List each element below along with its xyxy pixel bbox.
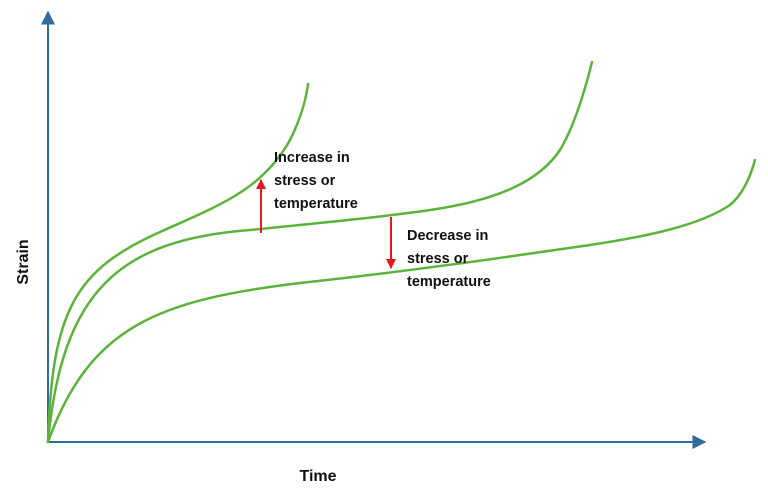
creep-curve-high	[46, 82, 310, 444]
creep-curve-middle	[46, 60, 594, 444]
decrease-annotation-line-3: temperature	[407, 274, 491, 290]
decrease-annotation-line-1: Decrease in	[407, 228, 488, 244]
x-axis-label: Time	[299, 468, 336, 485]
decrease-annotation-line-2: stress or	[407, 251, 469, 267]
decrease-annotation: Decrease in stress or temperature	[407, 228, 492, 290]
increase-annotation: Increase in stress or temperature	[274, 150, 358, 212]
increase-annotation-line-1: Increase in	[274, 150, 350, 166]
increase-annotation-line-2: stress or	[274, 173, 336, 189]
y-axis-label: Strain	[15, 239, 32, 284]
increase-annotation-line-3: temperature	[274, 196, 358, 212]
creep-curve-low	[46, 158, 757, 444]
